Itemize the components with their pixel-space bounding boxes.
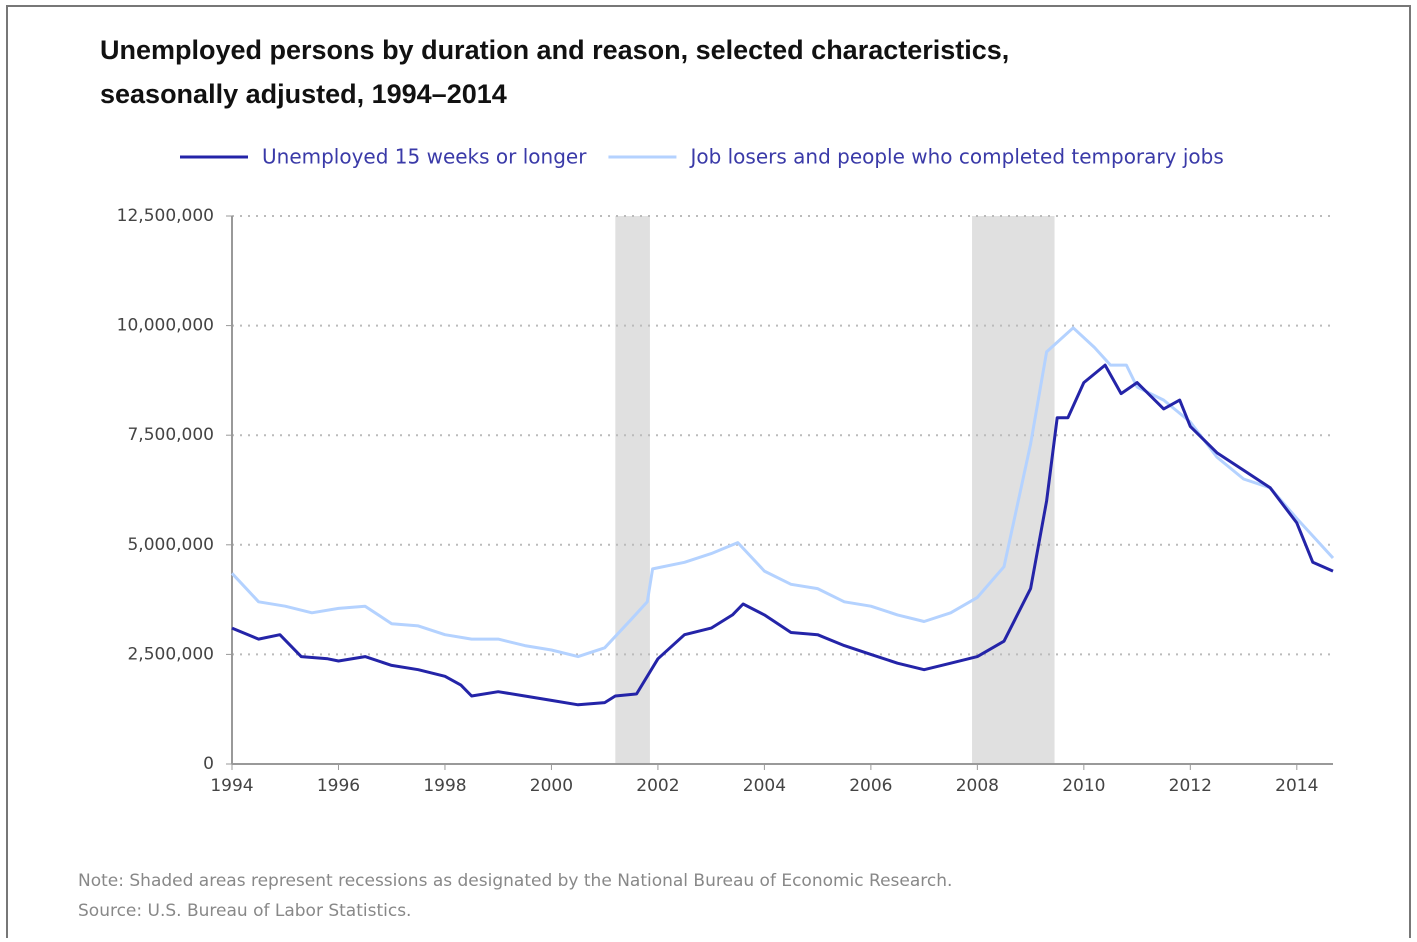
y-tick-label: 0 (203, 754, 214, 774)
note: Note: Shaded areas represent recessions … (78, 871, 952, 891)
x-tick-label: 2014 (1275, 776, 1318, 796)
x-tick-label: 2000 (530, 776, 573, 796)
recession-band (972, 216, 1055, 764)
x-tick-label: 2010 (1062, 776, 1105, 796)
note: Source: U.S. Bureau of Labor Statistics. (78, 901, 411, 921)
recession-band (615, 216, 650, 764)
frame (6, 5, 1411, 942)
x-tick-label: 1994 (210, 776, 253, 796)
x-tick-label: 2004 (743, 776, 786, 796)
legend-label: Unemployed 15 weeks or longer (262, 145, 587, 169)
legend-label: Job losers and people who completed temp… (688, 145, 1223, 169)
x-tick-label: 1996 (317, 776, 360, 796)
y-tick-label: 5,000,000 (127, 535, 214, 555)
y-tick-label: 10,000,000 (117, 316, 214, 336)
chart-title: seasonally adjusted, 1994–2014 (100, 79, 507, 109)
series-line (231, 363, 1334, 707)
x-tick-label: 2006 (849, 776, 892, 796)
x-tick-label: 2002 (636, 776, 679, 796)
y-tick-label: 7,500,000 (127, 425, 214, 445)
series-line (230, 326, 1335, 659)
y-tick-label: 12,500,000 (117, 206, 214, 226)
x-tick-label: 2008 (956, 776, 999, 796)
y-tick-label: 2,500,000 (127, 644, 214, 664)
x-tick-label: 2012 (1169, 776, 1212, 796)
chart-title: Unemployed persons by duration and reaso… (100, 35, 1009, 65)
x-tick-label: 1998 (423, 776, 466, 796)
